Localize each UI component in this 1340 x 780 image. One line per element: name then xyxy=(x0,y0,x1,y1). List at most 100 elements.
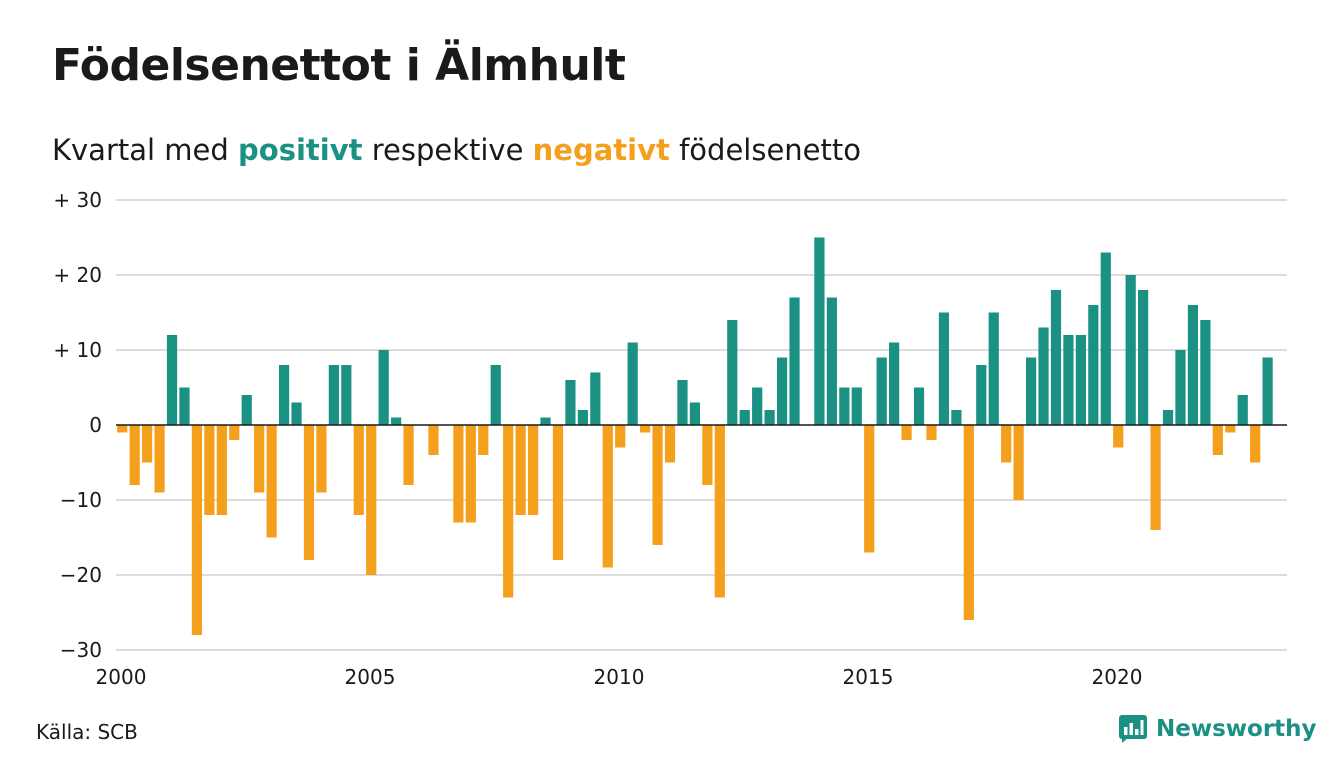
bar-negative xyxy=(129,425,140,485)
bar-positive xyxy=(565,380,576,425)
bar-positive xyxy=(1038,327,1049,425)
bar-negative xyxy=(266,425,277,538)
bar-negative xyxy=(216,425,227,515)
chart-title: Födelsenettot i Älmhult xyxy=(52,40,626,91)
bar-positive xyxy=(727,320,738,425)
bar-positive xyxy=(976,365,987,425)
source-note: Källa: SCB xyxy=(36,720,138,744)
subtitle-suffix: födelsenetto xyxy=(679,133,861,167)
bar-negative xyxy=(503,425,514,598)
subtitle-negative-label: negativt xyxy=(532,133,670,167)
bar-positive xyxy=(913,387,925,425)
y-tick-label: −20 xyxy=(60,563,102,587)
bar-negative xyxy=(117,425,128,433)
bar-positive xyxy=(851,387,862,425)
bar-negative xyxy=(926,425,937,440)
bar-negative xyxy=(1001,425,1012,463)
bar-negative xyxy=(191,425,203,635)
bar-negative xyxy=(640,425,651,433)
bar-positive xyxy=(1125,275,1136,425)
bar-positive xyxy=(1025,357,1037,425)
x-axis-labels: 2000 2005 2010 2015 2020 xyxy=(96,665,1143,689)
bar-negative xyxy=(1225,425,1236,433)
x-tick-label: 2005 xyxy=(345,665,396,689)
bar-positive xyxy=(814,237,825,425)
bar-positive xyxy=(1063,335,1074,425)
bar-positive xyxy=(1175,350,1186,425)
bar-negative xyxy=(515,425,526,515)
y-tick-label: + 10 xyxy=(53,338,102,362)
subtitle-positive-label: positivt xyxy=(238,133,363,167)
bar-negative xyxy=(1250,425,1261,463)
bar-positive xyxy=(577,410,588,425)
bar-positive xyxy=(689,402,701,425)
bar-negative xyxy=(428,425,439,455)
bar-positive xyxy=(1200,320,1211,425)
bar-positive xyxy=(278,365,290,425)
bar-positive xyxy=(1088,305,1099,425)
y-tick-label: −10 xyxy=(60,488,102,512)
bar-positive xyxy=(951,410,962,425)
bar-negative xyxy=(229,425,240,440)
y-tick-label: −30 xyxy=(60,638,102,662)
subtitle-middle: respektive xyxy=(371,133,524,167)
bar-negative xyxy=(154,425,165,493)
bar-chart: + 30+ 20+ 100−10−20−30 2000 2005 2010 2015 2… xyxy=(53,188,1287,689)
bar-positive xyxy=(1075,335,1086,425)
bar-negative xyxy=(366,425,377,575)
bar-positive xyxy=(988,312,999,425)
bar-positive xyxy=(328,365,339,425)
bar-positive xyxy=(752,387,763,425)
bar-positive xyxy=(1162,410,1174,425)
y-tick-label: + 20 xyxy=(53,263,102,287)
chart-subtitle: Kvartal med positivt respektive negativt… xyxy=(52,133,861,167)
bar-negative xyxy=(664,425,676,463)
bar-positive xyxy=(764,410,775,425)
bar-positive xyxy=(938,312,950,425)
bar-positive xyxy=(1138,290,1149,425)
bar-positive xyxy=(490,365,501,425)
bar-negative xyxy=(478,425,489,455)
bar-positive xyxy=(540,417,551,425)
bar-positive xyxy=(341,365,352,425)
bar-positive xyxy=(179,387,190,425)
bar-negative xyxy=(864,425,875,553)
bar-positive xyxy=(391,417,402,425)
x-tick-label: 2015 xyxy=(843,665,894,689)
bar-negative xyxy=(403,425,414,485)
bar-positive xyxy=(677,380,688,425)
bar-positive xyxy=(1187,305,1199,425)
bars xyxy=(117,237,1273,635)
x-tick-label: 2000 xyxy=(96,665,147,689)
bar-negative xyxy=(453,425,464,523)
bar-negative xyxy=(1150,425,1161,530)
bar-negative xyxy=(901,425,912,440)
newsworthy-logo-icon xyxy=(1119,715,1147,743)
bar-positive xyxy=(889,342,900,425)
bar-negative xyxy=(254,425,265,493)
brand-name: Newsworthy xyxy=(1156,716,1317,742)
brand-logo: Newsworthy xyxy=(1118,714,1317,744)
bar-positive xyxy=(739,410,750,425)
bar-negative xyxy=(552,425,564,560)
subtitle-prefix: Kvartal med xyxy=(52,133,229,167)
y-tick-label: + 30 xyxy=(53,188,102,212)
bar-negative xyxy=(465,425,476,523)
bar-negative xyxy=(527,425,539,515)
bar-negative xyxy=(303,425,315,560)
bar-positive xyxy=(1050,290,1062,425)
bar-positive xyxy=(291,402,302,425)
bar-positive xyxy=(1237,395,1248,425)
bar-positive xyxy=(776,357,788,425)
bar-negative xyxy=(316,425,327,493)
bar-negative xyxy=(204,425,215,515)
bar-positive xyxy=(826,297,837,425)
bar-negative xyxy=(615,425,626,448)
bar-negative xyxy=(963,425,974,620)
y-axis-labels: + 30 + 20 + 10 0 −10 −20 −30 xyxy=(53,188,102,662)
bar-positive xyxy=(166,335,178,425)
bar-negative xyxy=(142,425,153,463)
x-tick-label: 2010 xyxy=(594,665,645,689)
bar-positive xyxy=(378,350,389,425)
bar-positive xyxy=(1262,357,1273,425)
